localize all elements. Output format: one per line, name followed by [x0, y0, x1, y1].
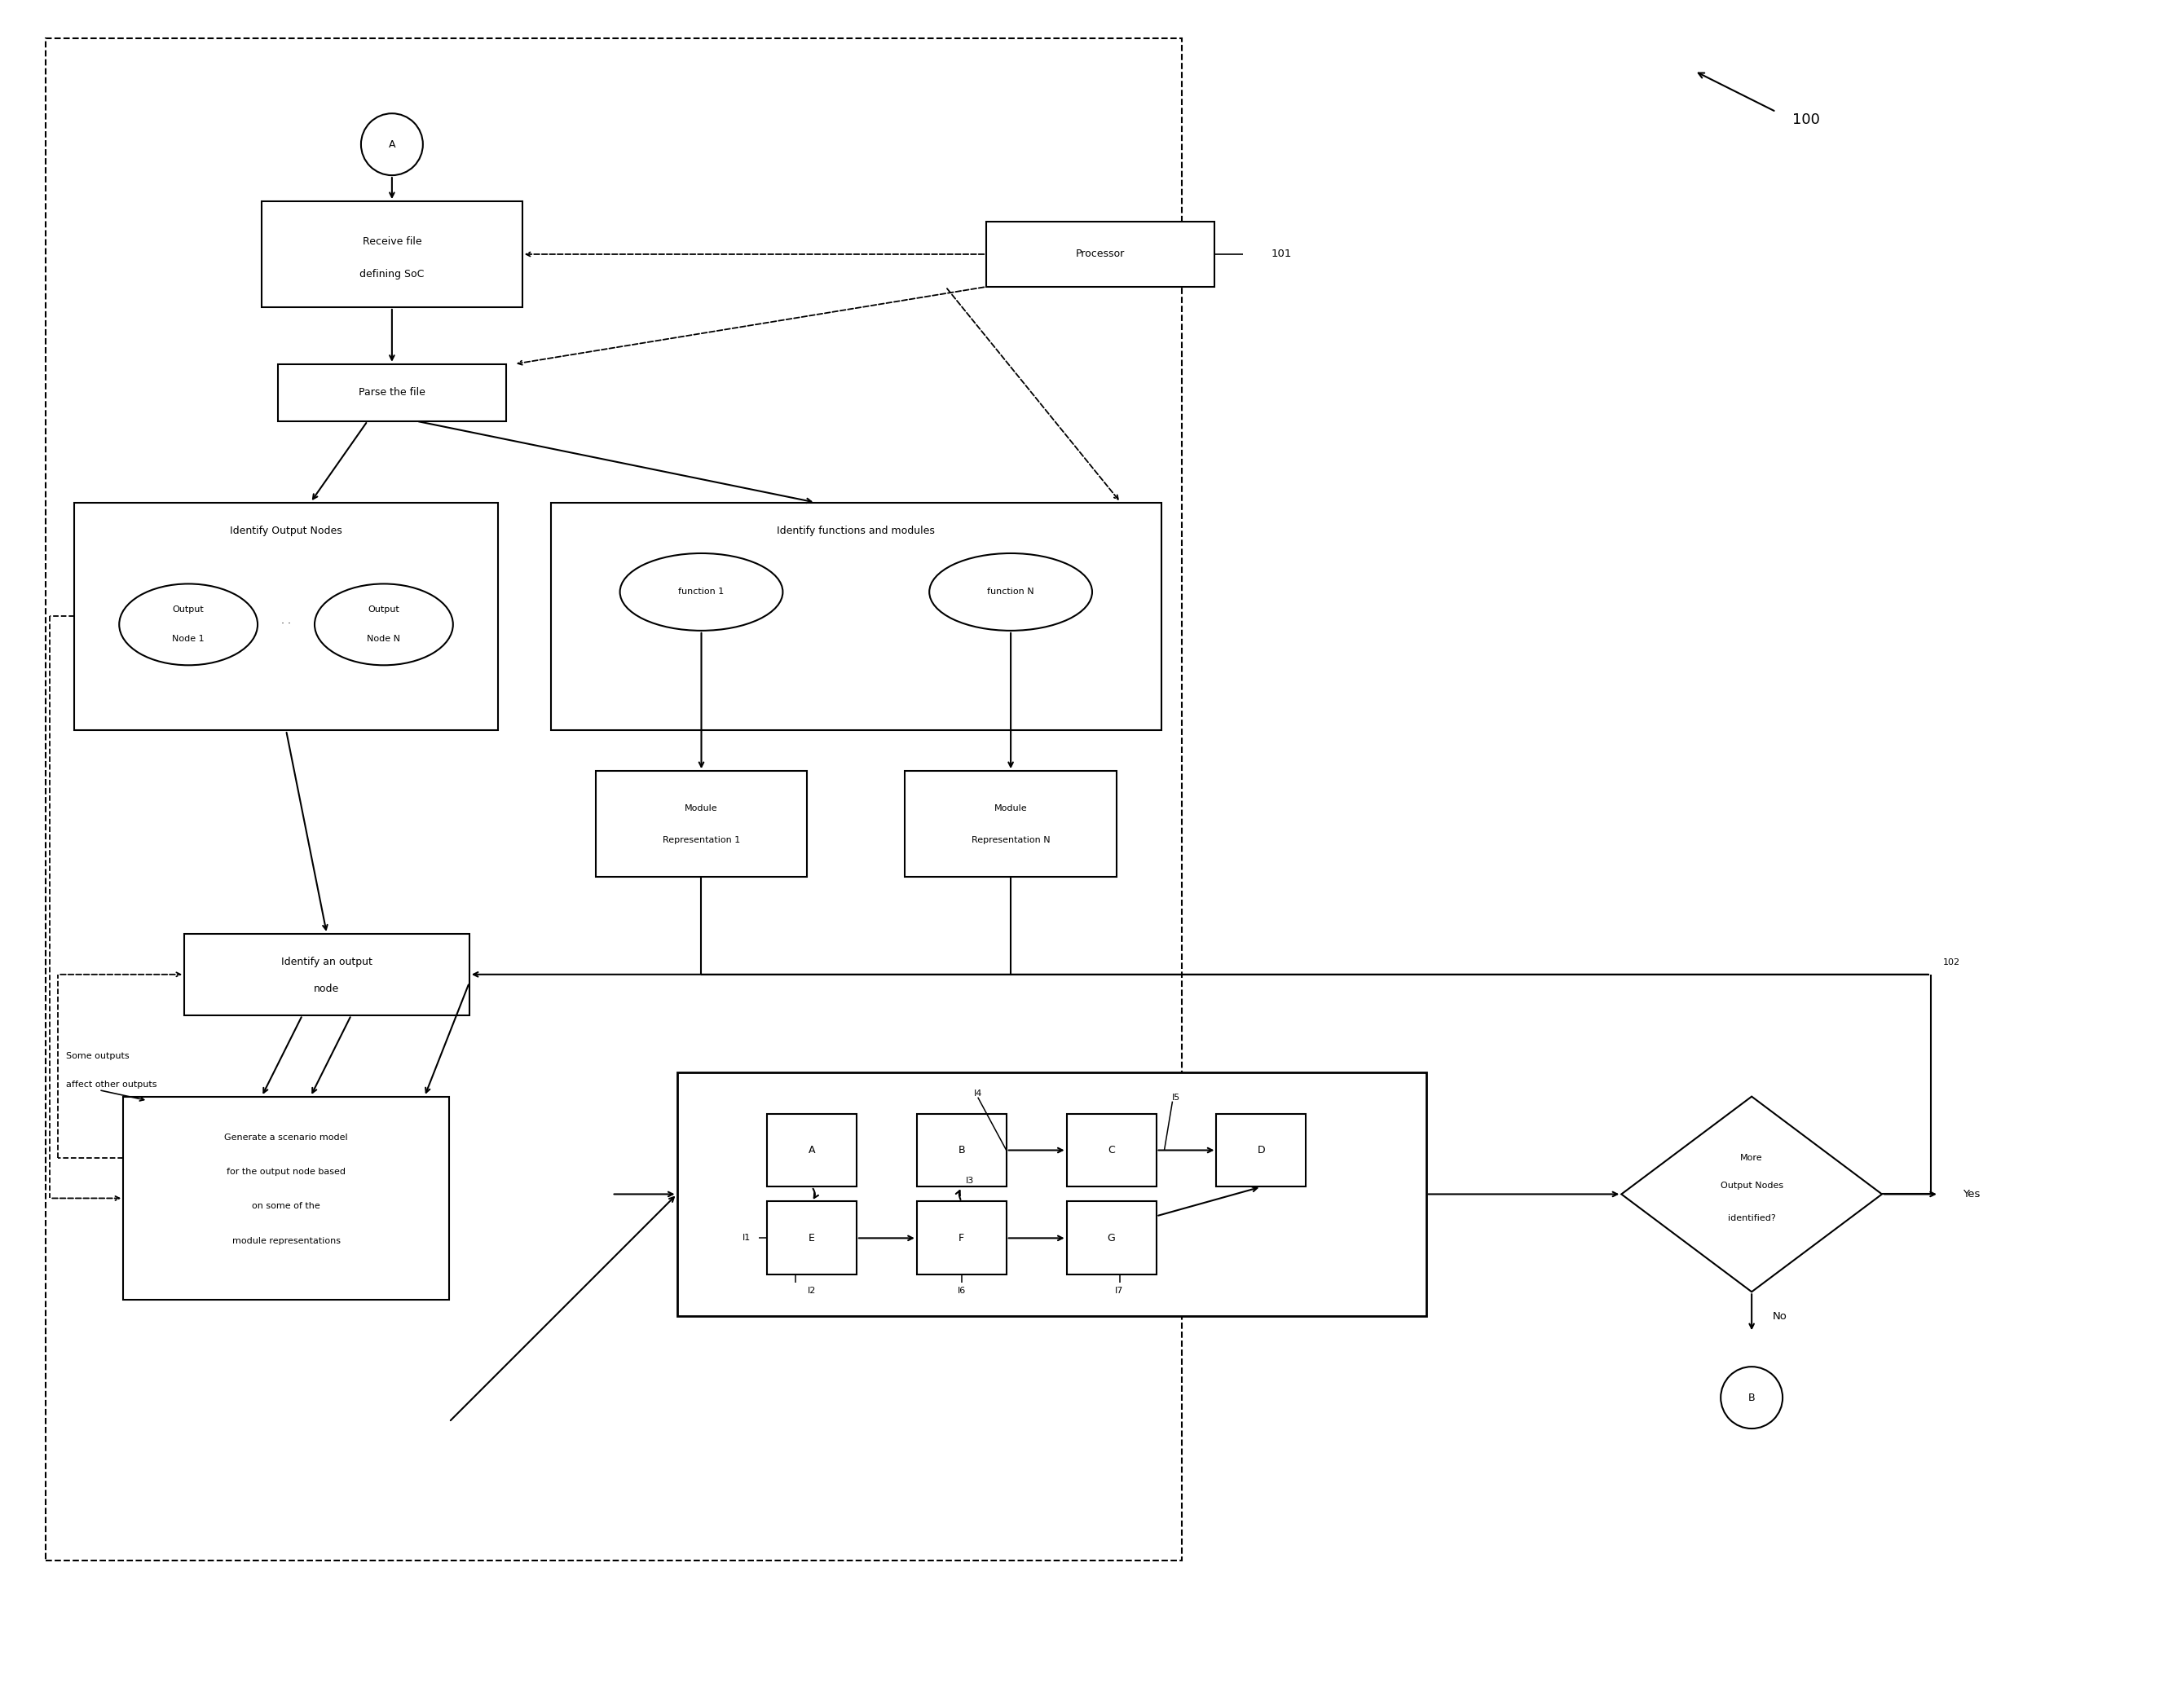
- FancyBboxPatch shape: [124, 1097, 448, 1300]
- Text: Processor: Processor: [1075, 249, 1126, 260]
- FancyBboxPatch shape: [766, 1201, 856, 1274]
- Text: Output Nodes: Output Nodes: [1720, 1182, 1783, 1190]
- Text: I4: I4: [973, 1090, 982, 1097]
- Text: node: node: [313, 984, 340, 994]
- Text: F: F: [958, 1233, 964, 1243]
- FancyBboxPatch shape: [766, 1114, 856, 1187]
- Text: affect other outputs: affect other outputs: [65, 1079, 157, 1088]
- Text: Identify Output Nodes: Identify Output Nodes: [231, 526, 342, 536]
- Circle shape: [1720, 1366, 1783, 1428]
- Ellipse shape: [620, 553, 784, 630]
- FancyBboxPatch shape: [1067, 1201, 1156, 1274]
- Text: E: E: [808, 1233, 814, 1243]
- Text: Node N: Node N: [368, 635, 401, 644]
- Text: A: A: [808, 1144, 814, 1156]
- FancyBboxPatch shape: [917, 1201, 1006, 1274]
- Text: 100: 100: [1792, 113, 1820, 128]
- Circle shape: [361, 113, 422, 176]
- Text: Module: Module: [686, 804, 718, 811]
- Ellipse shape: [316, 584, 453, 664]
- FancyBboxPatch shape: [1067, 1114, 1156, 1187]
- Text: D: D: [1258, 1144, 1265, 1156]
- FancyBboxPatch shape: [185, 934, 470, 1015]
- Text: module representations: module representations: [233, 1237, 340, 1245]
- Text: Generate a scenario model: Generate a scenario model: [224, 1132, 348, 1141]
- Text: identified?: identified?: [1729, 1214, 1776, 1223]
- Text: on some of the: on some of the: [253, 1202, 320, 1211]
- Text: B: B: [958, 1144, 964, 1156]
- FancyBboxPatch shape: [1217, 1114, 1306, 1187]
- Text: I1: I1: [742, 1235, 751, 1242]
- Text: Representation N: Representation N: [971, 835, 1049, 844]
- Text: Yes: Yes: [1964, 1189, 1981, 1199]
- Text: Node 1: Node 1: [172, 635, 205, 644]
- Text: I3: I3: [967, 1177, 973, 1185]
- Text: B: B: [1748, 1392, 1755, 1402]
- Text: Some outputs: Some outputs: [65, 1052, 131, 1061]
- Text: Representation 1: Representation 1: [662, 835, 740, 844]
- Text: I5: I5: [1173, 1093, 1180, 1102]
- Text: 101: 101: [1271, 249, 1291, 260]
- Text: function 1: function 1: [679, 588, 725, 596]
- Text: Module: Module: [995, 804, 1028, 811]
- Text: Output: Output: [172, 606, 205, 613]
- Text: function N: function N: [986, 588, 1034, 596]
- Text: Parse the file: Parse the file: [359, 388, 425, 398]
- Text: Receive file: Receive file: [361, 237, 422, 248]
- Polygon shape: [1622, 1097, 1881, 1291]
- Text: No: No: [1772, 1312, 1787, 1322]
- FancyBboxPatch shape: [906, 770, 1117, 876]
- Text: I6: I6: [958, 1286, 967, 1295]
- Text: defining SoC: defining SoC: [359, 270, 425, 280]
- Text: I7: I7: [1115, 1286, 1123, 1295]
- Text: A: A: [388, 138, 396, 150]
- Text: 102: 102: [1944, 958, 1959, 967]
- FancyBboxPatch shape: [917, 1114, 1006, 1187]
- Text: for the output node based: for the output node based: [226, 1168, 346, 1175]
- Text: G: G: [1108, 1233, 1115, 1243]
- FancyBboxPatch shape: [261, 202, 522, 307]
- Ellipse shape: [930, 553, 1093, 630]
- Text: Identify an output: Identify an output: [281, 956, 372, 967]
- FancyBboxPatch shape: [596, 770, 808, 876]
- Text: Identify functions and modules: Identify functions and modules: [777, 526, 936, 536]
- Text: . .: . .: [281, 615, 292, 625]
- Text: I2: I2: [808, 1286, 816, 1295]
- Text: C: C: [1108, 1144, 1115, 1156]
- FancyBboxPatch shape: [677, 1073, 1426, 1317]
- Text: Output: Output: [368, 606, 401, 613]
- FancyBboxPatch shape: [279, 364, 505, 422]
- FancyBboxPatch shape: [551, 502, 1160, 731]
- Ellipse shape: [120, 584, 257, 664]
- FancyBboxPatch shape: [74, 502, 499, 731]
- Text: More: More: [1739, 1153, 1763, 1161]
- FancyBboxPatch shape: [986, 222, 1215, 287]
